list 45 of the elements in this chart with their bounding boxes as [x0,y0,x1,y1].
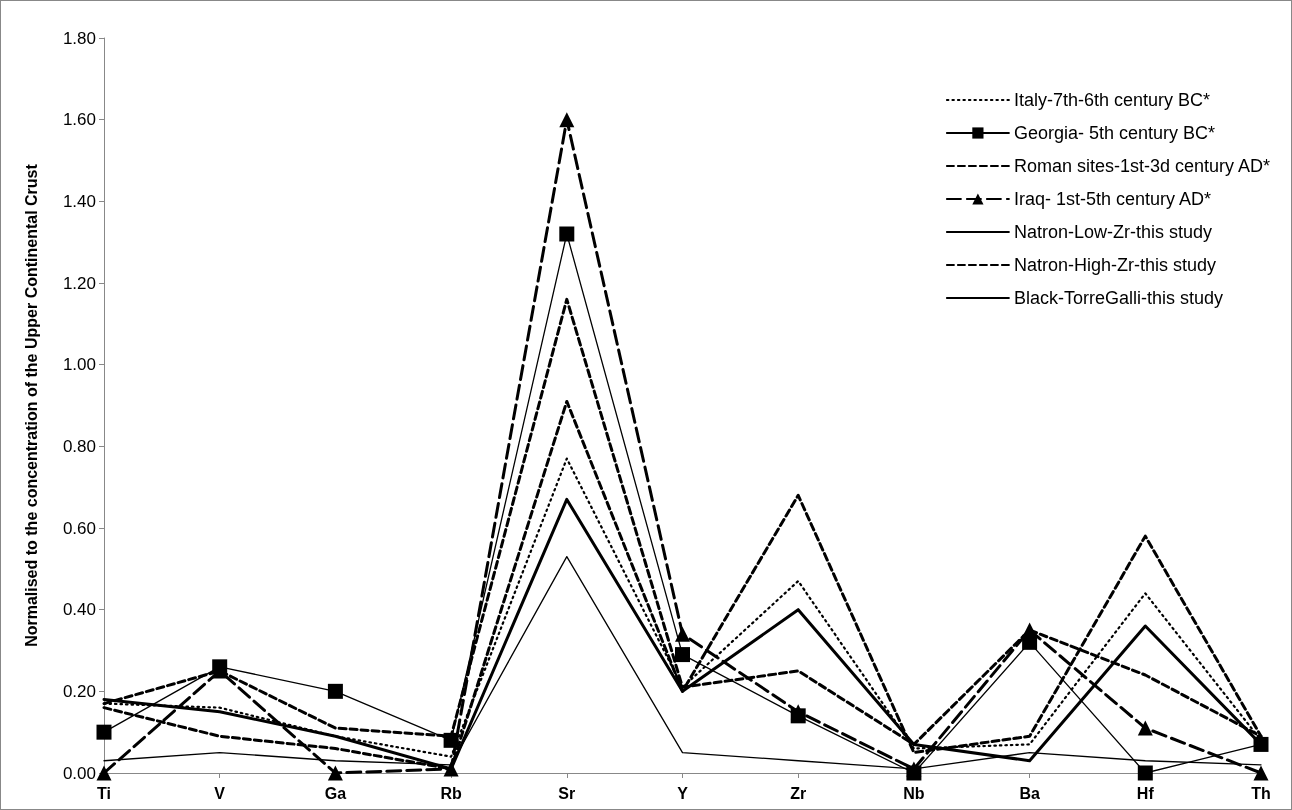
legend-label: Georgia- 5th century BC* [1013,123,1215,143]
point [443,761,459,777]
legend-label: Roman sites-1st-3d century AD* [1013,156,1271,176]
y-tick-label: 0.80 [62,436,96,456]
x-tick-label: Nb [903,784,925,802]
legend-label: Natron-High-Zr-this study [1013,255,1216,275]
y-tick-label: 1.00 [62,355,96,375]
point [675,626,690,642]
point [1253,736,1269,752]
legend-label: Iraq- 1st-5th century AD* [1013,189,1211,209]
point [1137,765,1153,781]
legend-label: Italy-7th-6th century BC* [1013,90,1210,110]
point [443,732,459,748]
y-tick-label: 0.40 [62,600,96,620]
x-tick-label: Hf [1136,784,1155,802]
y-tick-label: 0.60 [62,518,96,538]
point [675,647,690,663]
x-tick-label: Rb [440,784,462,802]
point [1253,765,1269,781]
x-tick-label: Sr [558,784,576,802]
y-axis-title: Normalised to the concentration of the Upper Continental Crust [22,163,40,647]
x-tick-label: Ga [324,784,347,802]
y-tick-label: 1.20 [62,273,96,293]
x-tick-label: Y [677,784,689,802]
point [327,683,343,699]
point [327,765,343,781]
point [559,112,575,128]
y-tick-label: 1.80 [62,28,96,48]
point [559,226,575,242]
point [790,704,806,720]
x-tick-label: Th [1251,784,1271,802]
legend-label: Black-TorreGalli-this study [1013,288,1223,308]
point [1137,720,1153,736]
point [96,765,112,781]
x-tick-label: V [214,784,226,802]
y-tick-label: 0.20 [62,681,96,701]
x-tick-label: Ti [97,784,111,802]
y-tick-label: 1.60 [62,110,96,130]
y-tick-label: 0.00 [62,763,96,783]
legend-label: Natron-Low-Zr-this study [1013,222,1212,242]
point [906,761,922,777]
x-tick-label: Ba [1019,784,1040,802]
x-tick-label: Zr [790,784,807,802]
y-tick-label: 1.40 [62,191,96,211]
point [96,724,112,740]
